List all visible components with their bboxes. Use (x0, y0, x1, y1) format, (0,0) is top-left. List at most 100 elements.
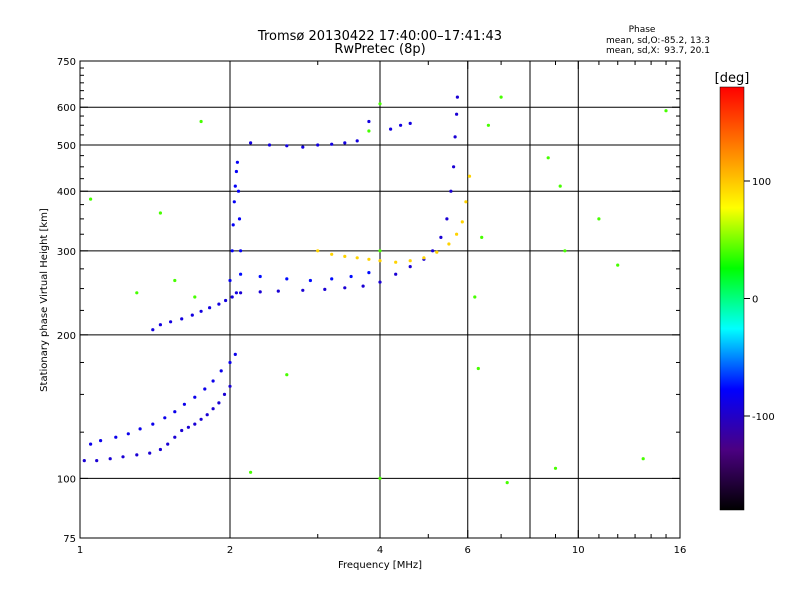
data-point (222, 392, 227, 396)
phase-stats-x-label: mean, sd,X: (606, 46, 660, 56)
data-point (235, 160, 239, 164)
y-tick-label: 100 (57, 474, 76, 485)
data-point (378, 476, 382, 480)
x-tick-label: 2 (227, 545, 233, 556)
data-point (453, 135, 457, 139)
data-point (151, 328, 155, 332)
colorbar-label: [deg] (715, 71, 750, 86)
x-axis-label: Frequency [MHz] (338, 560, 422, 571)
data-point (180, 428, 184, 433)
x-tick-label: 10 (572, 545, 585, 556)
chart-title: Tromsø 20130422 17:40:00–17:41:43 (257, 29, 502, 44)
data-point (230, 295, 234, 299)
data-point (89, 197, 93, 201)
data-point (258, 274, 262, 279)
data-point (597, 217, 601, 221)
data-point (267, 143, 272, 147)
colorbar-tick-label: 0 (752, 295, 758, 306)
y-tick-label: 750 (57, 57, 76, 68)
data-point (378, 280, 382, 284)
data-point (449, 189, 453, 193)
x-tick-label: 4 (377, 545, 383, 556)
data-point (233, 352, 237, 356)
colorbar: [deg] 100 0 -100 (715, 71, 775, 511)
data-point (455, 95, 459, 99)
data-point (499, 95, 503, 99)
data-point (230, 249, 234, 253)
data-point (228, 278, 232, 283)
data-point (285, 144, 289, 148)
data-point (343, 286, 347, 290)
chart-subtitle: RwPretec (8p) (334, 42, 425, 57)
data-point (467, 174, 472, 178)
y-tick-label: 300 (57, 247, 76, 258)
data-point (126, 432, 130, 436)
series-2 (151, 291, 238, 332)
data-point (394, 260, 398, 264)
data-point (285, 277, 289, 281)
data-point (408, 259, 412, 263)
data-point (193, 295, 197, 299)
data-point (422, 256, 426, 260)
data-point (367, 129, 371, 133)
data-point (151, 422, 155, 426)
data-point (563, 249, 567, 253)
data-point (361, 284, 365, 288)
data-point (163, 416, 167, 420)
y-tick-label: 200 (57, 331, 76, 342)
data-point (114, 435, 118, 439)
data-point (553, 466, 558, 470)
series-7 (249, 119, 412, 149)
x-tick-label: 6 (465, 545, 471, 556)
data-point (180, 317, 184, 321)
data-point (447, 242, 451, 246)
data-point (148, 451, 152, 455)
data-point (378, 249, 382, 253)
data-point (233, 184, 237, 188)
data-point (558, 184, 562, 188)
data-point (199, 417, 203, 421)
data-point (546, 156, 550, 160)
data-point (355, 139, 359, 143)
data-point (166, 442, 170, 446)
data-point (480, 235, 484, 239)
x-tick-label: 1 (77, 545, 83, 556)
colorbar-gradient (719, 86, 745, 511)
data-point (323, 287, 327, 291)
series-3 (228, 160, 243, 283)
data-point (431, 249, 435, 253)
phase-stats-title: Phase (629, 25, 656, 35)
data-point (464, 200, 468, 204)
data-point (190, 313, 194, 317)
data-point (399, 123, 403, 127)
data-point (249, 470, 253, 474)
data-point (473, 295, 477, 299)
data-point (616, 263, 620, 267)
data-point (99, 439, 103, 443)
data-point (249, 141, 253, 145)
data-point (285, 373, 289, 377)
data-point (173, 410, 177, 414)
data-point (301, 288, 305, 292)
data-point (408, 265, 412, 269)
data-point (158, 211, 162, 215)
data-point (378, 259, 382, 263)
data-point (355, 256, 359, 260)
data-point (199, 119, 203, 124)
colorbar-tick-label: -100 (752, 412, 775, 423)
data-point (232, 200, 236, 204)
data-point (135, 291, 139, 295)
data-point (203, 387, 207, 391)
data-point (234, 291, 238, 295)
colorbar-ticks: 100 0 -100 (744, 177, 775, 423)
colorbar-tick-label: 100 (752, 177, 771, 188)
data-point (486, 123, 490, 127)
x-tick-label: 16 (674, 545, 687, 556)
series-0 (82, 384, 232, 463)
y-tick-label: 75 (63, 534, 76, 545)
data-point (664, 109, 668, 113)
phase-stats-o-values: -85.2, 13.3 (661, 36, 710, 46)
data-point (169, 320, 173, 324)
data-point (367, 119, 371, 124)
data-point (330, 142, 334, 146)
